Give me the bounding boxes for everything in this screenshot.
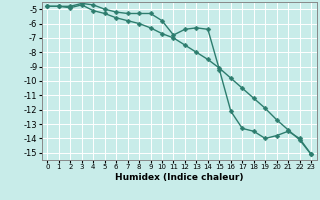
X-axis label: Humidex (Indice chaleur): Humidex (Indice chaleur): [115, 173, 244, 182]
